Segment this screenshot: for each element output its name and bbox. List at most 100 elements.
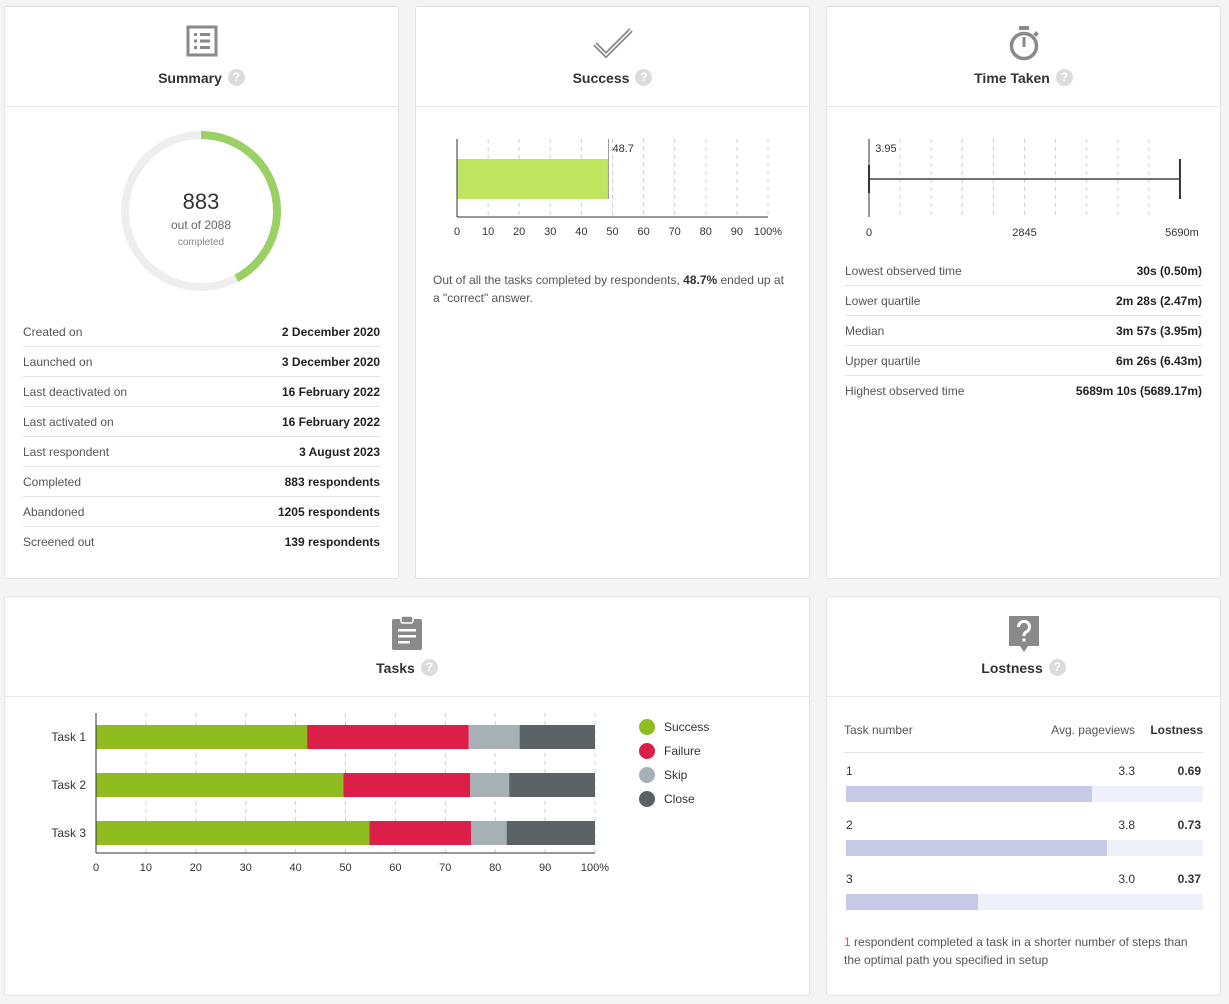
- summary-title: Summary: [158, 69, 222, 86]
- summary-row: Last deactivated on 16 February 2022: [23, 377, 380, 407]
- success-tick-label: 100%: [754, 226, 782, 238]
- success-desc-prefix: Out of all the tasks completed by respon…: [433, 273, 684, 287]
- success-title: Success: [572, 69, 630, 86]
- success-tick-label: 90: [731, 226, 743, 238]
- col-task-number: Task number: [844, 723, 913, 737]
- lostness-pageviews: 3.3: [1118, 764, 1135, 778]
- tasks-tick-label: 10: [140, 862, 152, 874]
- success-help-icon[interactable]: ?: [635, 69, 653, 86]
- tasks-help-icon[interactable]: ?: [420, 659, 438, 676]
- lostness-help-icon[interactable]: ?: [1048, 659, 1066, 676]
- summary-row-value: 1205 respondents: [277, 504, 380, 519]
- clipboard-icon: [392, 615, 422, 650]
- task-bar-segment: [471, 821, 507, 845]
- lostness-table-header: Task number Avg. pageviews Lostness: [844, 723, 1203, 753]
- tasks-header: Tasks?: [5, 597, 809, 697]
- summary-row-value: 139 respondents: [284, 535, 380, 549]
- time-row: Highest observed time 5689m 10s (5689.17m…: [845, 376, 1202, 406]
- lostness-pageviews: 3.8: [1118, 818, 1135, 832]
- summary-row-label: Launched on: [23, 354, 93, 369]
- summary-row-value: 883 respondents: [284, 474, 380, 489]
- summary-row: Abandoned 1205 respondents: [23, 497, 380, 527]
- legend-label: Close: [664, 792, 695, 806]
- success-card: Success? 0 10 20 30 40 50 60 70 80 90 100% 48.7 Out…: [415, 6, 810, 579]
- time-row-label: Median: [845, 323, 885, 338]
- task-bar-segment: [96, 725, 308, 749]
- task-bar-segment: [470, 773, 510, 797]
- lostness-bar-track: [846, 894, 1203, 910]
- col-avg-pageviews: Avg. pageviews: [1051, 723, 1135, 737]
- time-row: Median 3m 57s (3.95m): [845, 316, 1202, 346]
- task-bar-segment: [96, 773, 344, 797]
- tasks-tick-label: 40: [289, 862, 301, 874]
- lostness-bar-fill: [846, 840, 1107, 856]
- lostness-row: 2 3.8 0.73: [844, 818, 1203, 872]
- time-row: Lowest observed time 30s (0.50m): [845, 256, 1202, 286]
- task-label: Task 1: [51, 730, 86, 744]
- success-header: Success?: [416, 7, 809, 107]
- time-row-label: Highest observed time: [845, 384, 965, 398]
- success-tick-label: 60: [637, 226, 649, 238]
- time-row-label: Lower quartile: [845, 293, 921, 308]
- tasks-legend: Success Failure Skip Close: [639, 715, 709, 811]
- summary-row-value: 3 December 2020: [281, 354, 380, 369]
- lostness-bar-track: [846, 786, 1203, 802]
- summary-help-icon[interactable]: ?: [227, 69, 245, 86]
- summary-row: Completed 883 respondents: [23, 467, 380, 497]
- tasks-tick-label: 80: [489, 862, 501, 874]
- success-tick-label: 80: [700, 226, 712, 238]
- completed-label: completed: [178, 237, 224, 248]
- task-bar-segment: [307, 725, 469, 749]
- time-tick-label: 5690m: [1165, 227, 1199, 239]
- task-bar-segment: [343, 773, 471, 797]
- time-row: Upper quartile 6m 26s (6.43m): [845, 346, 1202, 376]
- lostness-header: Lostness?: [827, 597, 1220, 697]
- task-bar-segment: [509, 773, 595, 797]
- lostness-card: Lostness? Task number Avg. pageviews Los…: [826, 596, 1221, 996]
- time-median-label: 3.95: [875, 143, 896, 155]
- time-taken-help-icon[interactable]: ?: [1055, 69, 1073, 86]
- time-row-label: Lowest observed time: [845, 263, 962, 278]
- legend-item[interactable]: Close: [639, 787, 709, 811]
- time-row-value: 5689m 10s (5689.17m): [1075, 384, 1202, 398]
- time-tick-label: 2845: [1012, 227, 1036, 239]
- legend-label: Success: [664, 720, 710, 734]
- success-desc-suffix: ended up at a "correct" answer.: [433, 273, 784, 305]
- legend-item[interactable]: Skip: [639, 763, 709, 787]
- time-details: Lowest observed time 30s (0.50m) Lower qua…: [845, 256, 1202, 406]
- tasks-tick-label: 70: [439, 862, 451, 874]
- success-value-label: 48.7: [612, 143, 633, 155]
- lostness-title: Lostness: [981, 659, 1043, 676]
- task-label: Task 2: [51, 778, 86, 792]
- time-chart: 0 2845 5690m 3.95: [866, 139, 1199, 239]
- tasks-tick-label: 0: [93, 862, 99, 874]
- lostness-note-count: 1: [844, 935, 851, 949]
- summary-row-label: Created on: [23, 324, 83, 339]
- task-bar-segment: [369, 821, 472, 845]
- time-row-label: Upper quartile: [845, 353, 921, 368]
- time-tick-label: 0: [866, 227, 872, 239]
- success-bar: [457, 159, 609, 199]
- time-row-value: 6m 26s (6.43m): [1115, 353, 1202, 368]
- time-taken-card: Time Taken? 0 2845 5690m 3.95 Lowest observ…: [826, 6, 1221, 579]
- lostness-task-number: 3: [846, 872, 853, 886]
- summary-row-label: Last respondent: [23, 444, 110, 459]
- time-taken-title: Time Taken: [974, 69, 1050, 86]
- success-chart: 0 10 20 30 40 50 60 70 80 90 100% 48.7: [454, 139, 782, 238]
- lostness-note: 1 respondent completed a task in a short…: [844, 933, 1203, 969]
- success-tick-label: 20: [513, 226, 525, 238]
- completed-count: 883: [183, 189, 220, 214]
- tasks-tick-label: 90: [539, 862, 551, 874]
- legend-item[interactable]: Failure: [639, 739, 709, 763]
- success-tick-label: 10: [482, 226, 494, 238]
- task-label: Task 3: [51, 826, 86, 840]
- legend-label: Skip: [664, 768, 688, 782]
- time-row-value: 2m 28s (2.47m): [1115, 293, 1202, 308]
- summary-row-value: 16 February 2022: [281, 384, 380, 399]
- time-row: Lower quartile 2m 28s (2.47m): [845, 286, 1202, 316]
- lostness-task-number: 1: [846, 764, 853, 778]
- legend-item[interactable]: Success: [639, 715, 709, 739]
- lostness-value: 0.73: [1177, 818, 1201, 832]
- tasks-tick-label: 50: [339, 862, 351, 874]
- tasks-card: Tasks? 0 10 20 30 40 50 60 70 80 90 100% Task 1 Task…: [4, 596, 810, 996]
